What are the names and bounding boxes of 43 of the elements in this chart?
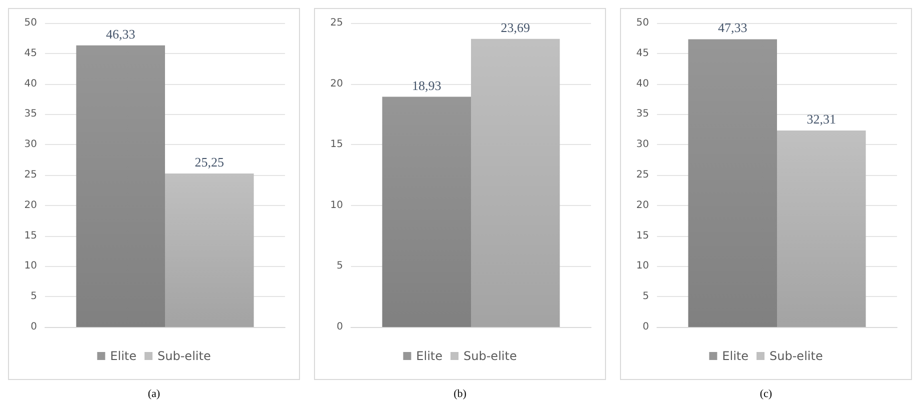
text: (c): [760, 388, 772, 400]
y-tick-label: 15: [636, 230, 649, 242]
legend-label: Elite: [416, 349, 443, 363]
y-tick-label: 30: [24, 139, 37, 150]
data-label: 23,69: [500, 20, 530, 35]
y-tick-label: 0: [336, 322, 343, 332]
y-tick-label: 20: [330, 78, 343, 90]
data-label: 46,33: [106, 26, 136, 42]
y-tick-label: 5: [642, 291, 649, 302]
y-tick-label: 0: [642, 322, 649, 332]
legend-label: Sub-elite: [464, 349, 517, 363]
y-tick-label: 15: [24, 230, 37, 242]
legend-label: Elite: [722, 349, 749, 363]
y-tick-label: 0: [30, 322, 37, 332]
legend-label: Sub-elite: [158, 349, 211, 363]
text: (b): [454, 388, 466, 400]
y-tick-label: 45: [24, 48, 37, 59]
y-tick-label: 30: [636, 139, 649, 150]
y-tick-label: 5: [336, 260, 343, 272]
y-tick-label: 10: [636, 260, 649, 272]
y-tick-label: 35: [636, 108, 649, 120]
data-label: 32,31: [806, 112, 836, 127]
y-tick-label: 35: [24, 108, 37, 120]
data-label: 47,33: [718, 20, 748, 36]
legend-label: Elite: [110, 349, 137, 363]
y-tick-label: 15: [330, 139, 343, 150]
y-tick-label: 40: [636, 78, 649, 90]
y-tick-label: 25: [330, 18, 343, 28]
y-tick-label: 25: [24, 170, 37, 180]
y-tick-label: 40: [24, 78, 37, 90]
legend-label: Sub-elite: [770, 349, 823, 363]
y-tick-label: 45: [636, 48, 649, 59]
y-tick-label: 10: [24, 260, 37, 272]
y-tick-label: 5: [30, 291, 37, 302]
y-tick-label: 50: [636, 18, 649, 28]
text: (a): [148, 388, 160, 400]
data-label: 25,25: [194, 154, 224, 170]
data-label: 18,93: [412, 78, 442, 93]
y-tick-label: 10: [330, 200, 343, 211]
y-tick-label: 20: [24, 200, 37, 211]
y-tick-label: 25: [636, 170, 649, 180]
y-tick-label: 20: [636, 200, 649, 211]
y-tick-label: 50: [24, 18, 37, 28]
